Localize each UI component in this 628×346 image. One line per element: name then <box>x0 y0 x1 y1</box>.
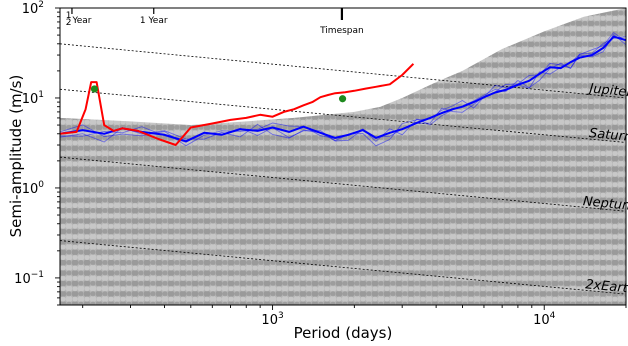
y-tick-label: 100 <box>22 180 45 197</box>
points-layer <box>90 85 347 103</box>
planet-label: Neptune <box>582 194 628 214</box>
planet-line <box>60 156 626 212</box>
planet-label: 2xEarth <box>585 277 628 297</box>
top-marker-fraction-den: 2 <box>66 18 72 28</box>
x-tick-label: 103 <box>261 311 283 328</box>
series-line <box>60 63 415 146</box>
series-layer <box>60 31 626 147</box>
series-line <box>60 35 626 143</box>
planet-line <box>60 88 626 143</box>
top-marker-label: 1 Year <box>140 16 168 26</box>
top-marker-label: Timespan <box>319 26 364 36</box>
top-marker-fraction-num: 1 <box>66 11 72 21</box>
y-axis-label: Semi-amplitude (m/s) <box>7 75 25 238</box>
planet-reference-lines <box>60 43 626 295</box>
planet-line <box>60 43 626 99</box>
x-tick-label: 104 <box>533 311 556 328</box>
y-tick-label: 102 <box>22 0 44 17</box>
y-tick-label: 10−1 <box>14 270 44 287</box>
x-axis-label: Period (days) <box>294 324 393 342</box>
planet-labels: Jupiter Saturn Neptune 2xEarth <box>582 81 628 297</box>
hexbin-density-region <box>60 8 626 305</box>
data-point <box>90 85 99 93</box>
top-marker-label: Year <box>71 16 91 26</box>
planet-line <box>60 240 626 295</box>
data-point <box>338 95 347 103</box>
planet-label: Saturn <box>588 126 628 145</box>
top-markers: 12 Year 1 Year Timespan <box>66 8 364 36</box>
y-tick-label: 101 <box>22 90 44 107</box>
planet-label: Jupiter <box>586 81 628 100</box>
series-variant-line <box>60 31 626 147</box>
